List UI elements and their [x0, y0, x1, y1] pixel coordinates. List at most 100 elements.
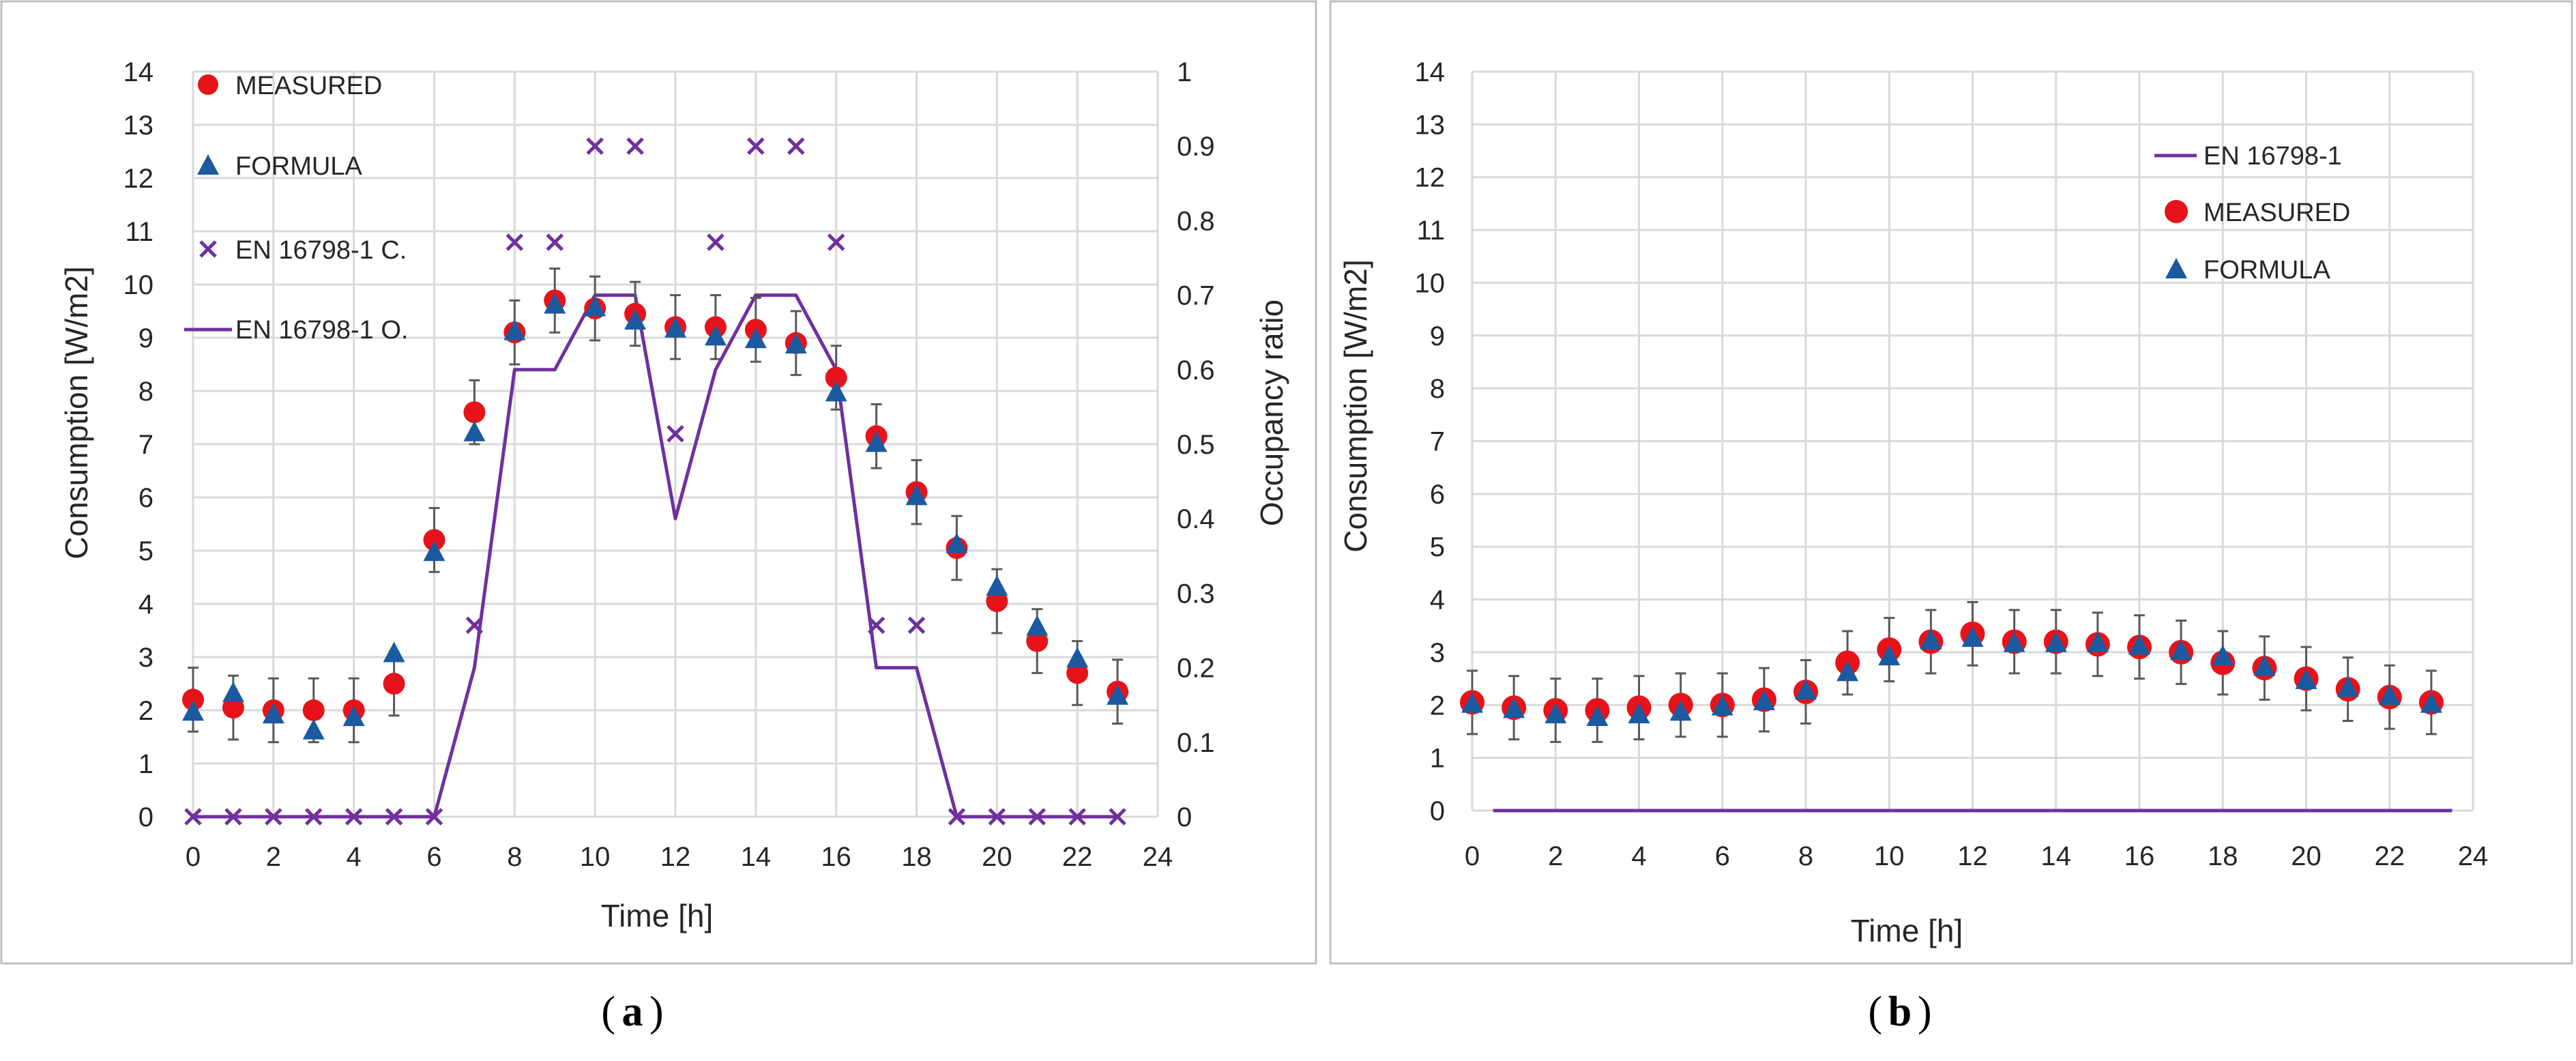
- legend-formula-label: FORMULA: [235, 152, 362, 181]
- legend-b-measured-label: MEASURED: [2204, 199, 2350, 227]
- y-tick-label: 3: [138, 643, 153, 673]
- y-tick-label: 9: [1430, 321, 1445, 351]
- x-tick-label: 14: [741, 842, 772, 872]
- en-cross-point: [1068, 808, 1086, 826]
- formula-point: [1066, 647, 1089, 668]
- measured-point: [423, 529, 445, 551]
- x-tick-label: 4: [347, 842, 362, 872]
- measured-point: [383, 673, 405, 695]
- en-cross-point: [265, 808, 282, 826]
- x-tick-label: 6: [1715, 841, 1730, 871]
- y-tick-label: 14: [1415, 57, 1446, 87]
- y2-tick-label: 0: [1177, 802, 1192, 832]
- panel-b-legend: EN 16798-1 MEASURED FORMULA: [2154, 142, 2350, 285]
- measured-point: [302, 699, 325, 721]
- panel-b-frame: [1329, 0, 2573, 965]
- y-tick-label: 14: [123, 57, 154, 87]
- y2-tick-label: 0.3: [1177, 579, 1215, 609]
- en-cross-point: [224, 808, 242, 826]
- en-cross-point: [184, 808, 202, 826]
- y-tick-label: 10: [1415, 268, 1446, 298]
- en-cross-point: [506, 233, 524, 251]
- x-tick-label: 20: [2291, 841, 2322, 871]
- formula-point: [825, 381, 847, 402]
- x-tick-label: 18: [901, 842, 932, 872]
- en-cross-point: [546, 233, 564, 251]
- formula-point: [383, 641, 405, 663]
- formula-point: [1878, 645, 1901, 666]
- legend-en-cross-label: EN 16798-1 C.: [235, 236, 407, 265]
- x-tick-label: 4: [1631, 841, 1646, 871]
- formula-point: [2086, 631, 2109, 652]
- legend-b-formula-label: FORMULA: [2204, 256, 2330, 285]
- formula-point: [182, 700, 204, 721]
- formula-point: [423, 540, 445, 562]
- y2-tick-label: 0.2: [1177, 654, 1215, 684]
- x-tick-label: 10: [580, 842, 611, 872]
- y-tick-label: 6: [138, 483, 153, 513]
- formula-point: [1836, 660, 1859, 682]
- panel-a-y2-axis-label: Occupancy ratio: [1254, 300, 1289, 526]
- x-tick-label: 12: [660, 842, 691, 872]
- formula-point: [2212, 645, 2234, 666]
- en-cross-point: [304, 808, 323, 826]
- x-tick-label: 16: [821, 842, 851, 872]
- measured-point: [1026, 630, 1049, 652]
- formula-point: [986, 575, 1008, 596]
- panel-a-caption-letter: a: [622, 989, 643, 1035]
- formula-point: [463, 420, 486, 441]
- x-tick-label: 6: [426, 842, 441, 872]
- formula-point: [1628, 703, 1650, 724]
- en-cross-point: [586, 137, 604, 155]
- y-tick-label: 8: [1430, 374, 1445, 404]
- formula-point: [2295, 668, 2317, 689]
- svg-text:): ): [649, 989, 664, 1035]
- formula-point: [503, 319, 526, 340]
- x-tick-label: 2: [266, 842, 281, 872]
- y-tick-label: 5: [138, 536, 153, 566]
- y-tick-label: 2: [1430, 691, 1445, 721]
- x-tick-label: 12: [1957, 841, 1988, 871]
- x-tick-label: 16: [2124, 841, 2155, 871]
- legend-b-measured-marker: [2165, 200, 2188, 223]
- en-cross-point: [1028, 808, 1046, 826]
- legend-b-en-line-label: EN 16798-1: [2204, 142, 2342, 171]
- formula-point: [1753, 689, 1775, 710]
- y-tick-label: 9: [138, 323, 153, 353]
- measured-point: [222, 697, 244, 719]
- legend-formula-marker: [197, 154, 219, 175]
- formula-point: [664, 317, 686, 338]
- en-cross-point: [465, 616, 484, 635]
- panel-a-en-crosses: [184, 137, 1126, 826]
- x-tick-label: 2: [1548, 841, 1563, 871]
- legend-measured-marker: [198, 74, 218, 95]
- y-tick-label: 5: [1430, 532, 1445, 562]
- x-tick-label: 24: [2458, 841, 2489, 871]
- panel-b-x-axis-label: Time [h]: [1851, 913, 1963, 948]
- panel-a-x-axis-label: Time [h]: [601, 898, 713, 933]
- measured-point: [825, 366, 847, 389]
- y-tick-label: 10: [123, 270, 154, 300]
- panel-a-measured-points: [182, 289, 1129, 721]
- x-tick-label: 10: [1874, 841, 1905, 871]
- formula-point: [302, 718, 325, 740]
- panel-b-gridlines: [1471, 70, 2474, 812]
- x-tick-label: 8: [1798, 841, 1813, 871]
- formula-point: [1503, 697, 1525, 718]
- formula-point: [704, 325, 727, 346]
- formula-point: [2420, 692, 2442, 713]
- y-tick-label: 7: [138, 430, 153, 460]
- formula-point: [1961, 626, 1984, 647]
- x-tick-label: 24: [1143, 842, 1173, 872]
- formula-point: [1669, 700, 1692, 721]
- y-tick-label: 12: [123, 164, 154, 194]
- formula-point: [1586, 706, 1609, 727]
- en-cross-point: [667, 424, 684, 443]
- y-tick-label: 4: [138, 590, 153, 620]
- y-tick-label: 1: [138, 749, 153, 779]
- en-occupancy-line: [193, 293, 1118, 819]
- legend-en-line-label: EN 16798-1 O.: [235, 316, 408, 345]
- panel-a-caption: ( a ): [601, 989, 663, 1035]
